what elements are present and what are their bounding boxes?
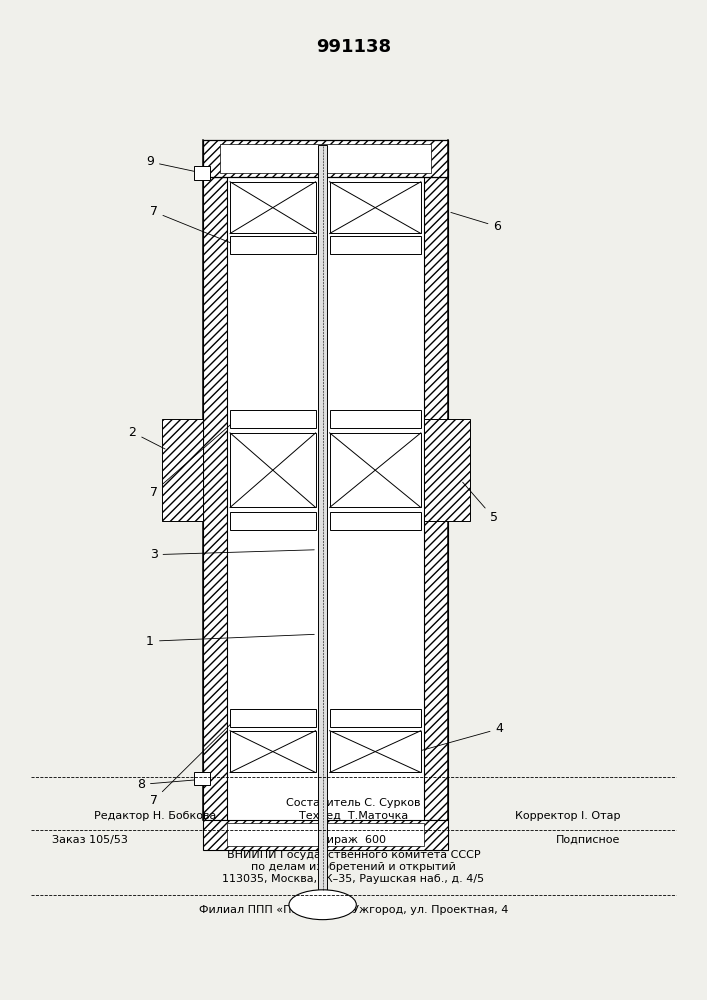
Bar	[230, 709, 315, 727]
Bar	[230, 236, 315, 254]
Text: 9: 9	[146, 155, 199, 172]
Text: по делам изобретений и открытий: по делам изобретений и открытий	[251, 862, 456, 872]
Bar	[329, 512, 421, 530]
Text: Подписное: Подписное	[556, 835, 620, 845]
Text: Техред  Т.Маточка: Техред Т.Маточка	[299, 811, 408, 821]
Text: 2: 2	[129, 426, 165, 449]
Bar	[230, 512, 315, 530]
Text: Корректор І. Отар: Корректор І. Отар	[515, 811, 620, 821]
Bar	[230, 433, 315, 507]
Bar	[203, 140, 448, 177]
Text: 991138: 991138	[316, 38, 391, 56]
Bar	[230, 182, 315, 233]
Text: 4: 4	[420, 722, 503, 751]
Bar	[423, 419, 470, 521]
Text: Составитель С. Сурков: Составитель С. Сурков	[286, 798, 421, 808]
Bar	[194, 772, 210, 785]
Bar	[203, 820, 448, 850]
Text: 7: 7	[150, 720, 235, 807]
Text: Филиал ППП «Патент», г. Ужгород, ул. Проектная, 4: Филиал ППП «Патент», г. Ужгород, ул. Про…	[199, 905, 508, 915]
Bar	[162, 419, 203, 521]
Ellipse shape	[289, 890, 356, 920]
Bar	[220, 144, 431, 173]
Bar	[329, 410, 421, 428]
Text: 1: 1	[146, 634, 314, 648]
Text: 8: 8	[137, 778, 199, 791]
Text: 7: 7	[150, 421, 235, 499]
Text: 7: 7	[150, 205, 235, 244]
Text: 3: 3	[150, 548, 314, 561]
Text: ВНИИПИ Государственного комитета СССР: ВНИИПИ Государственного комитета СССР	[227, 850, 480, 860]
Bar	[318, 145, 327, 890]
Bar	[329, 433, 421, 507]
Text: 113035, Москва, Ж–35, Раушская наб., д. 4/5: 113035, Москва, Ж–35, Раушская наб., д. …	[223, 874, 484, 884]
Bar	[203, 177, 227, 820]
Text: Редактор Н. Бобкова: Редактор Н. Бобкова	[94, 811, 216, 821]
Bar	[194, 166, 210, 180]
Text: 6: 6	[451, 212, 501, 233]
Bar	[329, 731, 421, 772]
Bar	[230, 731, 315, 772]
Text: 5: 5	[462, 482, 498, 524]
Bar	[227, 823, 423, 846]
Bar	[329, 709, 421, 727]
Bar	[227, 177, 423, 820]
Text: Тираж  600: Тираж 600	[320, 835, 387, 845]
Bar	[329, 236, 421, 254]
Text: Заказ 105/53: Заказ 105/53	[52, 835, 128, 845]
Bar	[230, 410, 315, 428]
Bar	[329, 182, 421, 233]
Bar	[423, 177, 448, 820]
